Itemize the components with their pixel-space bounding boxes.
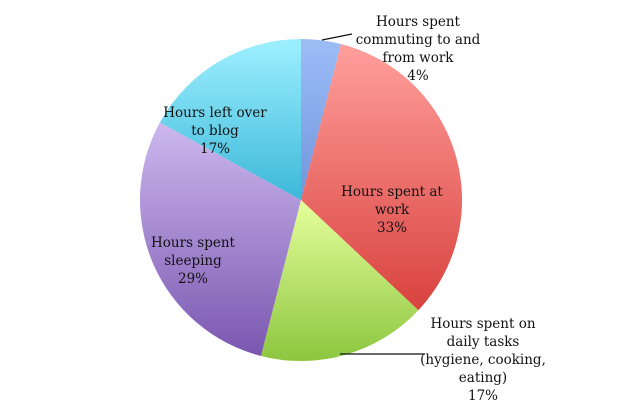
slice-label: to blog [191,123,239,139]
slice-label: Hours spent at [341,184,443,200]
slice-percent-label: 29% [178,271,208,287]
slice-label: daily tasks [447,334,520,350]
pie-slice [301,39,342,200]
slice-label: (hygiene, cooking, [420,352,546,368]
pie-slice [139,122,301,356]
slice-percent-label: 17% [200,141,230,157]
slice-percent-label: 17% [468,388,498,400]
slice-label: eating) [459,370,507,386]
slice-percent-label: 33% [377,220,407,236]
slice-label: from work [383,50,455,66]
slice-label: Hours spent [151,235,236,251]
slice-label: Hours spent on [430,316,535,332]
slice-label: commuting to and [356,32,481,48]
slice-label: Hours spent [376,14,461,30]
slice-label: Hours left over [163,105,267,121]
slice-percent-label: 4% [407,68,429,84]
slice-label: sleeping [164,253,222,269]
pie-slice [260,200,419,361]
pie-slice [301,44,463,311]
slice-label: work [375,202,410,218]
pie-slice [159,39,301,200]
leader-line [321,33,353,41]
